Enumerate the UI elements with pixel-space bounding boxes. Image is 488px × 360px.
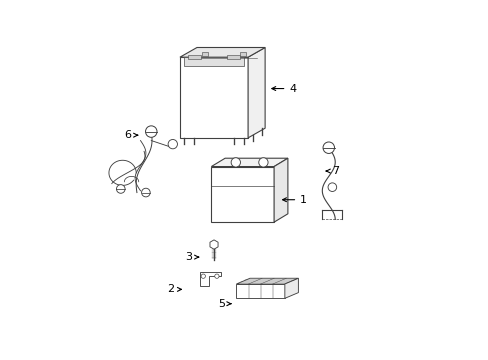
Text: 6: 6 [124, 130, 137, 140]
Text: 3: 3 [185, 252, 198, 262]
Text: 1: 1 [282, 195, 306, 205]
Circle shape [323, 142, 334, 153]
Circle shape [258, 158, 267, 167]
Polygon shape [211, 158, 287, 167]
Polygon shape [236, 278, 298, 284]
Polygon shape [209, 240, 218, 249]
Circle shape [327, 183, 336, 192]
Bar [226, 55, 239, 59]
Circle shape [168, 139, 177, 149]
Text: 4: 4 [271, 84, 296, 94]
Circle shape [214, 274, 219, 278]
Circle shape [116, 185, 125, 193]
Polygon shape [184, 57, 244, 66]
Polygon shape [285, 278, 298, 298]
Bar [188, 55, 201, 59]
Text: 5: 5 [217, 299, 230, 309]
Polygon shape [180, 48, 264, 57]
Text: 7: 7 [325, 166, 339, 176]
Circle shape [145, 126, 157, 137]
Text: 2: 2 [167, 284, 181, 294]
Circle shape [231, 158, 240, 167]
Polygon shape [247, 48, 264, 138]
Circle shape [142, 188, 150, 197]
Polygon shape [236, 284, 285, 298]
Polygon shape [274, 158, 287, 222]
Circle shape [201, 274, 205, 278]
Polygon shape [211, 167, 274, 222]
Polygon shape [199, 272, 221, 286]
Bar [240, 52, 245, 56]
Polygon shape [180, 57, 247, 138]
Bar [202, 52, 207, 56]
